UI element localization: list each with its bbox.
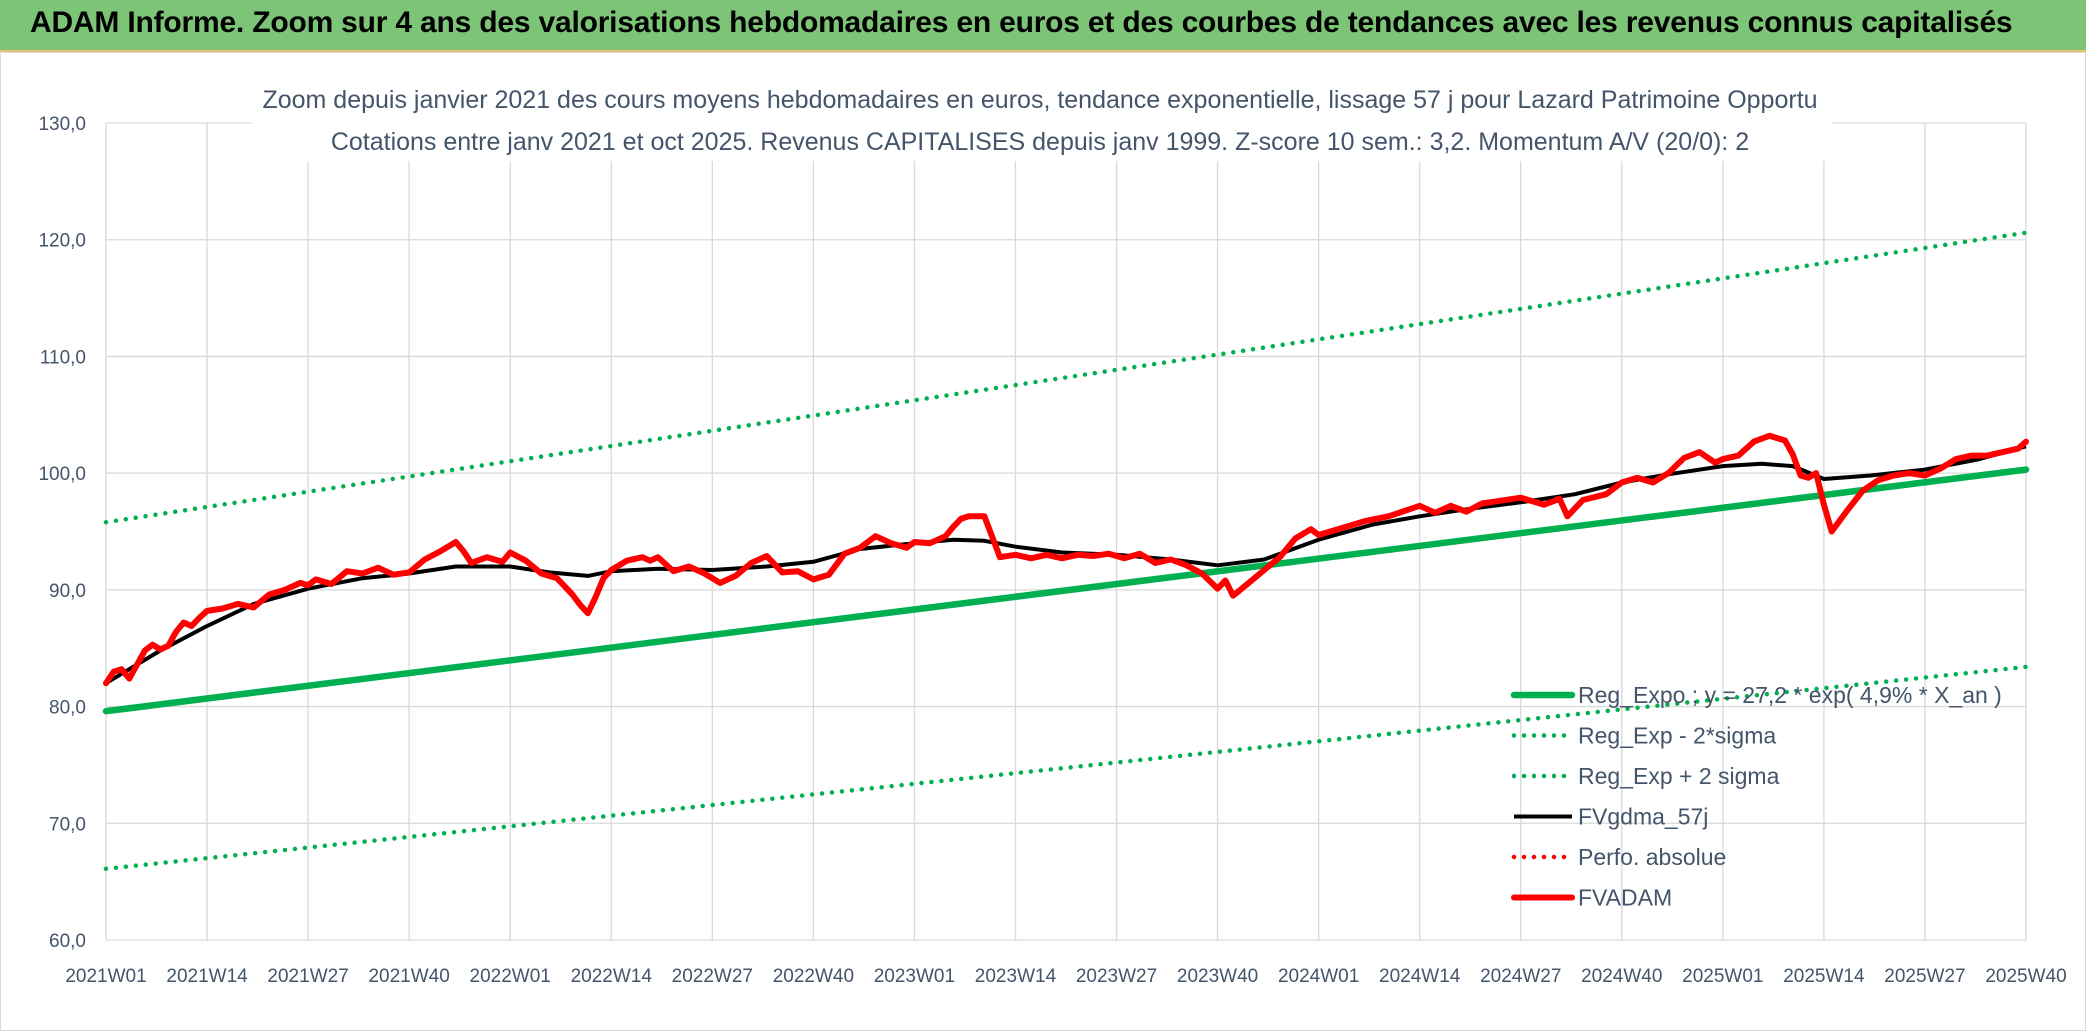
- x-tick-label: 2022W14: [571, 966, 653, 987]
- y-tick-label: 60,0: [49, 931, 86, 952]
- chart-title-line-1: Zoom depuis janvier 2021 des cours moyen…: [262, 86, 1817, 114]
- x-tick-label: 2025W27: [1884, 966, 1965, 987]
- y-axis-ticks: 60,0 70,0 80,0 90,0 100,0 110,0 120,0 130,0: [38, 114, 86, 952]
- x-tick-label: 2024W27: [1480, 966, 1561, 987]
- legend-label: FVADAM: [1578, 885, 1672, 911]
- y-tick-label: 70,0: [49, 814, 86, 835]
- fvgdma-57j-line: [104, 444, 2027, 685]
- x-tick-label: 2025W01: [1682, 966, 1763, 987]
- x-tick-label: 2023W40: [1177, 966, 1258, 987]
- chart-legend: Reg_Expo ; y = 27,2 * exp( 4,9% * X_an )…: [1510, 682, 2002, 911]
- x-tick-label: 2021W27: [267, 966, 348, 987]
- chart-series: [102, 230, 2030, 872]
- x-tick-label: 2025W40: [1985, 966, 2066, 987]
- x-tick-label: 2023W01: [874, 966, 955, 987]
- y-tick-label: 80,0: [49, 698, 86, 719]
- legend-label: Reg_Exp + 2 sigma: [1578, 763, 1780, 789]
- legend-label: Reg_Expo ; y = 27,2 * exp( 4,9% * X_an ): [1578, 682, 2002, 708]
- report-banner: ADAM Informe. Zoom sur 4 ans des valoris…: [0, 0, 2086, 52]
- chart-area: [0, 52, 2086, 1031]
- x-axis-ticks: 2021W01 2021W14 2021W27 2021W40 2022W01 2022W…: [65, 966, 2066, 987]
- x-tick-label: 2024W40: [1581, 966, 1662, 987]
- legend-label: Reg_Exp - 2*sigma: [1578, 723, 1776, 749]
- x-tick-label: 2022W40: [773, 966, 854, 987]
- reg-exp-plus-2sigma-line: [103, 230, 2029, 525]
- x-tick-label: 2022W27: [672, 966, 753, 987]
- report-title: ADAM Informe. Zoom sur 4 ans des valoris…: [30, 6, 2013, 39]
- x-tick-label: 2024W01: [1278, 966, 1359, 987]
- legend-label: Perfo. absolue: [1578, 844, 1726, 870]
- y-tick-label: 130,0: [38, 114, 86, 135]
- y-tick-label: 100,0: [38, 464, 86, 485]
- x-tick-label: 2022W01: [470, 966, 551, 987]
- reg-expo-line: [102, 466, 2030, 715]
- x-tick-label: 2021W14: [166, 966, 248, 987]
- x-tick-label: 2023W27: [1076, 966, 1157, 987]
- x-tick-label: 2024W14: [1379, 966, 1461, 987]
- x-tick-label: 2021W40: [368, 966, 449, 987]
- reg-exp-minus-2sigma-line: [103, 664, 2029, 872]
- x-tick-label: 2025W14: [1783, 966, 1865, 987]
- legend-label: FVgdma_57j: [1578, 804, 1708, 830]
- x-tick-label: 2023W14: [975, 966, 1057, 987]
- chart-grid: [105, 122, 2027, 941]
- y-tick-label: 110,0: [40, 347, 86, 368]
- chart-title-line-2: Cotations entre janv 2021 et oct 2025. R…: [331, 128, 1749, 156]
- title-background: [252, 79, 1832, 161]
- y-tick-label: 120,0: [38, 231, 86, 252]
- y-tick-label: 90,0: [49, 581, 86, 602]
- x-tick-label: 2021W01: [65, 966, 146, 987]
- fvadam-line: [103, 432, 2029, 687]
